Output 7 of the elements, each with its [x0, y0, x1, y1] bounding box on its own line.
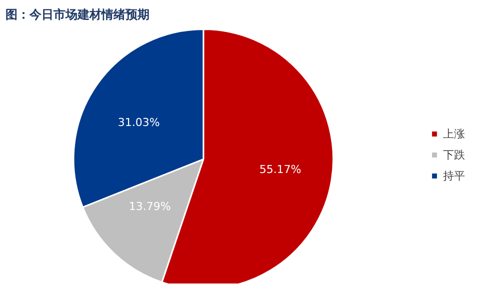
- legend-label: 上涨: [443, 127, 465, 141]
- data-label: 31.03%: [118, 116, 160, 130]
- data-label: 55.17%: [259, 163, 302, 176]
- chart-title: 图：今日市场建材情绪预期: [6, 8, 150, 22]
- data-label: 13.79%: [128, 200, 171, 214]
- legend-label: 下跌: [443, 148, 465, 162]
- legend-label: 持平: [443, 169, 465, 183]
